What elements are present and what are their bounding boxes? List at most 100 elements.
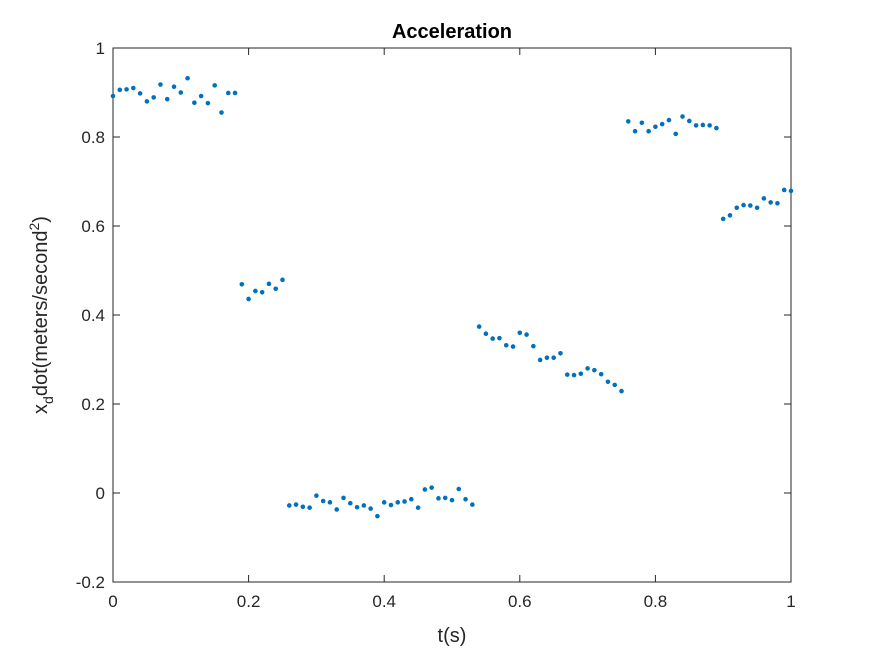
data-point: [293, 502, 299, 507]
data-point: [632, 128, 638, 134]
data-point: [375, 513, 380, 519]
data-point: [381, 500, 387, 505]
data-point: [300, 504, 306, 510]
data-point: [178, 90, 184, 95]
data-point: [131, 85, 136, 91]
data-point: [768, 200, 773, 205]
x-tick-label: 0.4: [372, 592, 396, 611]
data-point: [415, 505, 421, 510]
data-point: [470, 502, 475, 507]
y-axis-label: xddot(meters/second2): [26, 216, 56, 414]
data-point: [327, 500, 333, 505]
data-point: [781, 187, 787, 193]
data-point: [442, 495, 448, 501]
data-point: [232, 90, 238, 96]
data-point: [334, 507, 340, 512]
y-axis-ticks: -0.2 0 0.2 0.4 0.6 0.8 1: [76, 39, 791, 592]
data-point: [612, 382, 618, 388]
data-point: [219, 110, 224, 115]
data-point: [266, 281, 272, 287]
y-label-end: ): [30, 216, 52, 223]
data-point: [619, 388, 624, 394]
data-point: [497, 335, 502, 341]
x-axis-label: t(s): [438, 625, 467, 647]
data-point: [117, 87, 123, 93]
y-label-mid: dot(meters/second: [30, 231, 52, 397]
data-point: [158, 82, 163, 87]
data-point: [537, 357, 543, 363]
data-point: [551, 355, 556, 361]
data-point: [198, 93, 204, 99]
data-point: [273, 286, 279, 292]
data-point: [687, 118, 692, 124]
y-tick-label: 1: [96, 39, 105, 58]
data-point: [646, 128, 651, 134]
data-point: [144, 99, 150, 104]
data-point: [625, 119, 631, 124]
data-point: [286, 503, 292, 508]
data-point: [449, 497, 455, 503]
plot-area: [112, 47, 792, 583]
data-point: [558, 350, 563, 356]
x-tick-label: 0.6: [508, 592, 532, 611]
data-point: [605, 379, 611, 385]
data-point: [368, 506, 373, 511]
data-point: [259, 290, 265, 295]
data-point: [720, 216, 726, 222]
data-point: [524, 332, 529, 337]
data-point: [517, 330, 523, 336]
data-point: [598, 371, 604, 377]
data-point: [775, 201, 780, 206]
data-point: [110, 93, 116, 99]
data-point: [788, 188, 794, 194]
data-point: [422, 487, 428, 492]
y-label-superscript: 2: [26, 223, 42, 231]
data-point: [307, 505, 312, 510]
data-point: [476, 324, 482, 329]
data-point: [341, 495, 346, 501]
data-point: [124, 87, 129, 92]
data-point: [212, 83, 217, 88]
data-point: [639, 120, 645, 126]
data-point: [544, 355, 550, 361]
data-point: [388, 502, 394, 508]
data-point: [225, 90, 231, 96]
data-point: [578, 371, 584, 377]
x-tick-label: 0: [108, 592, 117, 611]
data-point: [205, 100, 211, 106]
data-point: [320, 498, 326, 504]
chart-title: Acceleration: [392, 21, 512, 43]
data-point: [673, 131, 679, 137]
data-point: [761, 196, 767, 201]
data-point: [314, 493, 319, 498]
data-points: [110, 75, 794, 519]
data-point: [246, 296, 251, 302]
data-point: [592, 367, 597, 373]
x-tick-label: 0.8: [644, 592, 668, 611]
y-tick-label: 0.8: [81, 128, 105, 147]
data-point: [171, 84, 177, 90]
y-tick-label: 0: [96, 484, 105, 503]
data-point: [666, 117, 672, 123]
data-point: [348, 500, 353, 506]
data-point: [409, 496, 414, 502]
data-point: [395, 500, 401, 505]
y-tick-label: 0.2: [81, 395, 105, 414]
data-point: [402, 499, 407, 504]
y-tick-label: -0.2: [76, 573, 105, 592]
data-point: [429, 485, 434, 490]
data-point: [137, 91, 143, 96]
data-point: [503, 342, 509, 348]
data-point: [192, 100, 197, 106]
data-point: [659, 121, 665, 127]
data-point: [490, 336, 495, 341]
data-point: [510, 344, 516, 349]
data-point: [185, 75, 190, 81]
data-point: [734, 205, 740, 211]
data-point: [700, 122, 706, 128]
data-point: [456, 486, 462, 492]
data-point: [253, 288, 258, 294]
data-point: [436, 496, 441, 501]
data-point: [754, 205, 760, 211]
